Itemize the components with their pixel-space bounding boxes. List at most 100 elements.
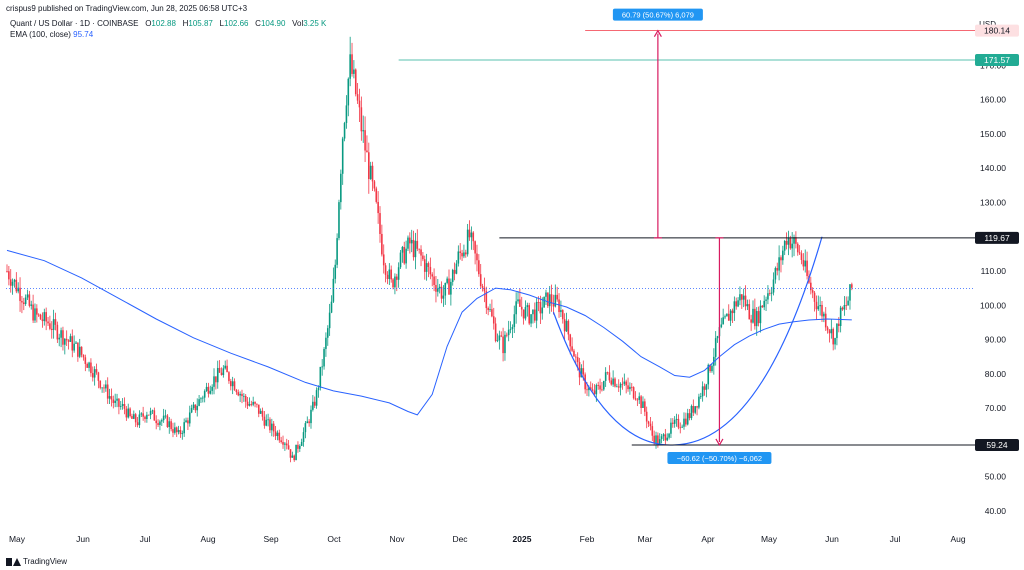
candle-body	[211, 386, 213, 391]
y-tick-label: 40.00	[985, 506, 1007, 516]
candle-body	[325, 337, 327, 349]
candle-body	[386, 274, 389, 280]
candle-body	[291, 455, 294, 458]
candle-body	[37, 314, 40, 316]
x-tick-label: Jun	[76, 534, 90, 544]
candle-body	[164, 415, 167, 417]
candle-body	[338, 202, 340, 239]
candle-body	[580, 368, 583, 378]
level-label-target: 180.14	[984, 26, 1010, 36]
candle-body	[796, 243, 799, 253]
currency-label: USD	[979, 20, 996, 29]
candle-body	[709, 364, 711, 372]
candle-body	[588, 387, 590, 391]
candle-body	[153, 410, 156, 421]
candle-body	[390, 269, 392, 280]
candle-body	[116, 398, 118, 401]
candle-body	[759, 305, 762, 324]
candle-body	[431, 274, 434, 277]
candle-body	[323, 348, 325, 367]
candle-body	[614, 378, 616, 387]
candle-body	[847, 300, 849, 306]
candle-body	[149, 411, 152, 416]
candle-body	[289, 449, 292, 458]
candle-body	[172, 429, 174, 433]
candle-body	[343, 123, 346, 139]
candle-body	[103, 387, 105, 389]
candle-body	[188, 412, 191, 424]
tradingview-logo[interactable]: TradingView	[6, 557, 67, 566]
candle-body	[565, 320, 568, 332]
candle-body	[267, 419, 269, 421]
level-badge-low	[975, 438, 1019, 451]
candle-body	[679, 427, 682, 429]
candle-body	[317, 387, 320, 391]
candle-body	[550, 294, 553, 304]
candle-body	[836, 323, 838, 339]
candle-body	[356, 94, 359, 101]
candle-body	[110, 396, 113, 400]
ohlc-open-label: O	[145, 19, 152, 28]
candle-body	[209, 390, 212, 394]
candle-body	[319, 366, 322, 388]
candle-body	[744, 295, 747, 307]
candle-body	[52, 319, 55, 330]
x-tick-label: Mar	[638, 534, 653, 544]
candle-body	[576, 357, 579, 363]
x-tick-label: Sep	[263, 534, 278, 544]
candle-body	[375, 188, 378, 202]
candle-body	[202, 397, 204, 399]
candle-body	[837, 323, 840, 327]
candle-body	[235, 390, 238, 393]
candle-body	[271, 423, 273, 431]
candle-body	[8, 271, 10, 280]
candle-body	[507, 329, 510, 336]
candle-body	[483, 287, 486, 292]
candle-body	[328, 312, 331, 329]
candle-body	[129, 408, 131, 417]
candle-body	[485, 291, 488, 309]
measure-down-badge	[667, 451, 772, 464]
candle-body	[269, 419, 271, 431]
candle-body	[468, 229, 471, 238]
candle-body	[795, 237, 797, 244]
candle-body	[459, 251, 461, 253]
candle-body	[617, 386, 620, 388]
candle-body	[494, 323, 497, 342]
candle-body	[284, 443, 286, 445]
candle-body	[256, 403, 258, 405]
candle-body	[36, 308, 38, 315]
level-badge-target	[975, 24, 1019, 37]
candle-body	[642, 401, 644, 408]
candle-body	[770, 292, 773, 294]
candle-body	[347, 78, 350, 106]
candle-body	[19, 287, 21, 301]
candle-body	[707, 364, 710, 385]
candle-body	[332, 278, 335, 302]
candle-body	[545, 292, 547, 297]
candle-body	[151, 410, 154, 412]
candle-body	[681, 426, 683, 428]
candle-body	[703, 386, 706, 390]
candle-body	[244, 395, 247, 402]
ohlc-high: 105.87	[188, 19, 213, 28]
candle-body	[677, 418, 680, 428]
candle-body	[384, 265, 387, 275]
candle-body	[752, 308, 754, 323]
candle-body	[509, 328, 512, 330]
candle-body	[457, 251, 460, 264]
candle-body	[403, 246, 406, 264]
candle-body	[748, 304, 751, 320]
candle-body	[513, 314, 516, 328]
candle-body	[701, 386, 704, 397]
candle-body	[351, 54, 353, 74]
candle-body	[520, 306, 523, 310]
candle-body	[657, 435, 659, 444]
candle-body	[606, 372, 609, 374]
candle-body	[280, 440, 282, 443]
candle-body	[282, 442, 284, 445]
candle-body	[451, 269, 454, 282]
candle-body	[735, 301, 738, 307]
candle-body	[364, 130, 366, 151]
